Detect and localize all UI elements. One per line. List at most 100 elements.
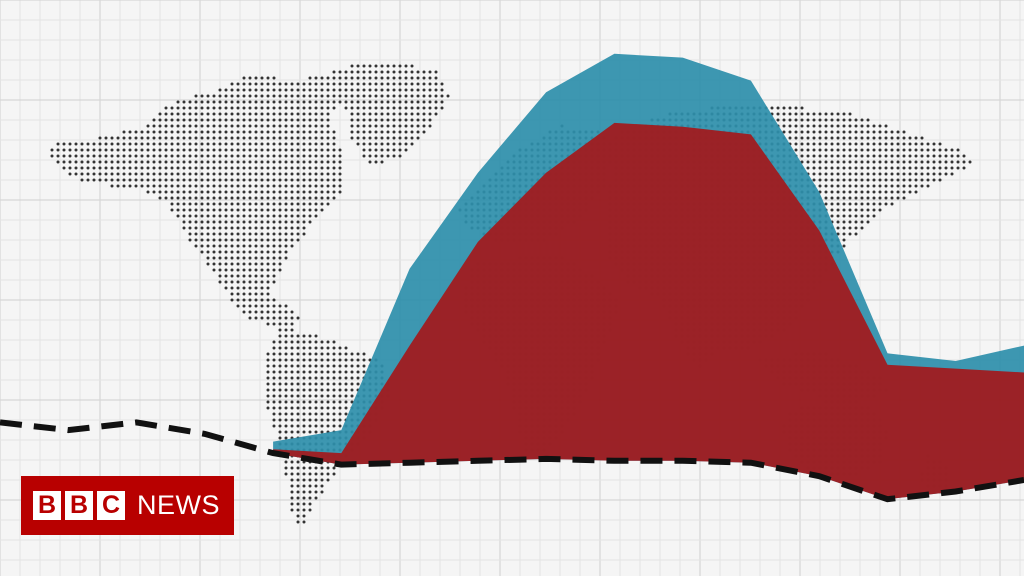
map-dot — [254, 124, 258, 128]
map-dot — [50, 148, 54, 152]
map-dot — [182, 178, 186, 182]
map-dot — [386, 82, 390, 86]
map-dot — [266, 364, 270, 368]
map-dot — [842, 172, 846, 176]
map-dot — [278, 154, 282, 158]
map-dot — [176, 196, 180, 200]
map-dot — [884, 184, 888, 188]
map-dot — [218, 100, 222, 104]
map-dot — [302, 190, 306, 194]
map-dot — [98, 142, 102, 146]
map-dot — [368, 64, 372, 68]
map-dot — [788, 112, 792, 116]
map-dot — [194, 130, 198, 134]
map-dot — [206, 94, 210, 98]
map-dot — [176, 214, 180, 218]
map-dot — [248, 304, 252, 308]
map-dot — [68, 142, 72, 146]
map-dot — [254, 82, 258, 86]
map-dot — [224, 154, 228, 158]
map-dot — [374, 130, 378, 134]
map-dot — [290, 94, 294, 98]
map-dot — [278, 316, 282, 320]
map-dot — [308, 340, 312, 344]
map-dot — [362, 64, 366, 68]
map-dot — [242, 232, 246, 236]
map-dot — [410, 94, 414, 98]
map-dot — [194, 94, 198, 98]
map-dot — [68, 154, 72, 158]
map-dot — [320, 82, 324, 86]
map-dot — [362, 124, 366, 128]
map-dot — [320, 490, 324, 494]
map-dot — [266, 322, 270, 326]
map-dot — [254, 130, 258, 134]
map-dot — [374, 94, 378, 98]
map-dot — [812, 172, 816, 176]
bbc-block-3: C — [97, 491, 125, 520]
map-dot — [374, 118, 378, 122]
map-dot — [302, 376, 306, 380]
map-dot — [176, 172, 180, 176]
map-dot — [818, 154, 822, 158]
map-dot — [176, 178, 180, 182]
map-dot — [332, 70, 336, 74]
map-dot — [248, 262, 252, 266]
map-dot — [272, 214, 276, 218]
map-dot — [254, 202, 258, 206]
map-dot — [272, 190, 276, 194]
map-dot — [920, 136, 924, 140]
map-dot — [434, 88, 438, 92]
map-dot — [956, 166, 960, 170]
map-dot — [278, 310, 282, 314]
map-dot — [848, 136, 852, 140]
map-dot — [848, 220, 852, 224]
map-dot — [218, 232, 222, 236]
map-dot — [410, 82, 414, 86]
map-dot — [170, 208, 174, 212]
map-dot — [350, 400, 354, 404]
map-dot — [908, 160, 912, 164]
map-dot — [308, 178, 312, 182]
map-dot — [272, 262, 276, 266]
map-dot — [200, 94, 204, 98]
map-dot — [206, 220, 210, 224]
map-dot — [794, 124, 798, 128]
map-dot — [104, 136, 108, 140]
map-dot — [128, 160, 132, 164]
map-dot — [842, 148, 846, 152]
map-dot — [200, 250, 204, 254]
map-dot — [164, 190, 168, 194]
map-dot — [320, 376, 324, 380]
map-dot — [386, 94, 390, 98]
map-dot — [926, 154, 930, 158]
map-dot — [338, 400, 342, 404]
map-dot — [314, 190, 318, 194]
map-dot — [164, 106, 168, 110]
map-dot — [890, 202, 894, 206]
map-dot — [332, 178, 336, 182]
map-dot — [242, 208, 246, 212]
map-dot — [194, 106, 198, 110]
map-dot — [842, 190, 846, 194]
map-dot — [266, 358, 270, 362]
map-dot — [230, 244, 234, 248]
map-dot — [74, 142, 78, 146]
map-dot — [308, 166, 312, 170]
map-dot — [236, 112, 240, 116]
map-dot — [110, 160, 114, 164]
map-dot — [308, 358, 312, 362]
map-dot — [284, 238, 288, 242]
map-dot — [290, 130, 294, 134]
map-dot — [326, 196, 330, 200]
map-dot — [836, 184, 840, 188]
map-dot — [308, 508, 312, 512]
map-dot — [794, 148, 798, 152]
map-dot — [362, 364, 366, 368]
map-dot — [56, 160, 60, 164]
map-dot — [116, 178, 120, 182]
map-dot — [266, 400, 270, 404]
map-dot — [320, 118, 324, 122]
map-dot — [314, 490, 318, 494]
map-dot — [824, 136, 828, 140]
